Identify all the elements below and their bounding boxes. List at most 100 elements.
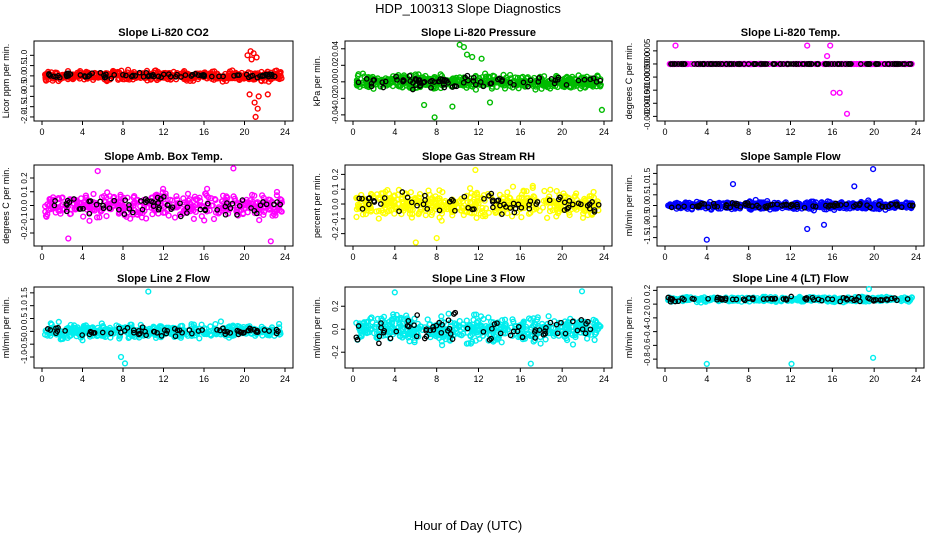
panel-4-title: Slope Amb. Box Temp. <box>104 151 223 163</box>
panel-1-black-point <box>148 73 155 79</box>
panel-8-outlier-point <box>391 289 398 296</box>
panel-4-point <box>273 188 281 196</box>
panel-8-point <box>569 341 577 348</box>
panel-2-outlier-point <box>463 51 471 58</box>
panel-2-black-point <box>472 81 479 88</box>
panel-5-outlier-point <box>433 235 440 242</box>
panel-7-xtick-label: 12 <box>158 374 168 384</box>
panel-2-point <box>354 82 361 89</box>
panel-3-frame <box>656 40 925 122</box>
panel-2-point <box>540 73 548 80</box>
panel-9-xtick-label: 0 <box>662 374 667 384</box>
panel-3-black-point <box>885 61 892 67</box>
panel-2-point <box>355 71 362 78</box>
panel-4-xtick-label: 16 <box>199 252 209 262</box>
panel-5-ytick-label: 0.2 <box>331 168 340 180</box>
panel-2-xtick-label: 20 <box>557 127 567 137</box>
panel-2-ytick-label: 0.00 <box>331 73 340 89</box>
panel-2-outlier-point <box>598 106 606 114</box>
panel-4-xtick-label: 0 <box>39 252 44 262</box>
panel-1-black-point <box>201 72 208 78</box>
panel-2-black-point <box>575 77 582 84</box>
panel-2-black-point <box>587 76 594 83</box>
panel-4-point <box>93 214 101 221</box>
panel-9-ytick-label: -0.2 <box>643 310 652 324</box>
panel-4-point <box>210 215 218 223</box>
panel-2-black-point <box>470 74 477 81</box>
panel-4-xtick-label: 12 <box>158 252 168 262</box>
panel-2-black-point <box>460 79 467 86</box>
panel-3-xtick-label: 0 <box>662 127 667 137</box>
panel-1-outlier-point <box>253 54 260 61</box>
panel-2-black-point <box>548 76 555 82</box>
panel-4-point <box>173 193 180 200</box>
panel-5-ytick-label: -0.1 <box>331 211 340 225</box>
panel-3-black-point <box>697 61 704 67</box>
panel-6-outlier-point <box>851 183 858 190</box>
panel-1-outlier-point <box>246 91 253 98</box>
panel-5-point <box>543 214 551 222</box>
panel-2-black-point <box>563 82 570 88</box>
panel-1-black-point <box>182 72 189 78</box>
panel-3-outlier-point <box>836 89 843 96</box>
panel-1-ytick-label: -2.0 <box>20 110 29 124</box>
panel-1-black-point <box>136 69 143 76</box>
panel-4-xtick-label: 4 <box>80 252 85 262</box>
panel-9-ytick-label: 0.2 <box>643 284 652 296</box>
panel-5-ytick-label: 0.0 <box>331 198 340 210</box>
panel-2-black-point <box>393 73 399 80</box>
panel-4-point <box>256 217 263 224</box>
panel-4-point <box>233 208 240 215</box>
panel-5-xtick-label: 16 <box>515 252 525 262</box>
panel-2-point <box>396 83 403 90</box>
panel-5-outlier-point <box>472 166 479 174</box>
panel-2-ytick-label: -0.02 <box>331 89 340 108</box>
panel-2-title: Slope Li-820 Pressure <box>421 27 536 39</box>
panel-1-black-point <box>108 75 115 82</box>
panel-5-point <box>407 189 415 196</box>
panel-1-black-point <box>132 73 139 79</box>
panel-2-outlier-point <box>469 53 476 61</box>
panel-1-ytick-label: -1.0 <box>20 89 29 103</box>
panel-1-black-point <box>236 72 242 78</box>
panel-2-black-point <box>590 75 597 82</box>
panel-4-point <box>172 204 180 211</box>
panel-1-black-point <box>120 71 126 78</box>
panel-7-outlier-point <box>121 360 129 367</box>
panel-2-black-point <box>441 84 448 91</box>
panel-5-xtick-label: 24 <box>599 252 609 262</box>
panel-3-black-point <box>668 61 674 67</box>
panel-3-point <box>812 60 819 68</box>
panel-9-ytick-label: 0.0 <box>643 298 652 310</box>
panel-5-xtick-label: 0 <box>350 252 355 262</box>
panel-6-title: Slope Sample Flow <box>740 151 841 163</box>
panel-3-black-point <box>831 61 838 67</box>
panel-8-black-point <box>376 340 382 347</box>
panel-9-xtick-label: 4 <box>704 374 709 384</box>
panel-7-outlier-point <box>117 353 125 361</box>
panel-1-black-point <box>198 72 204 79</box>
panel-1-black-point <box>97 69 104 76</box>
panel-1-black-point <box>259 72 266 79</box>
panel-2-point <box>514 79 521 86</box>
panel-1-black-point <box>243 71 250 78</box>
panel-1-outlier-point <box>244 52 251 59</box>
panel-7-ytick-label: -0.5 <box>20 337 29 351</box>
panel-9-outlier-point <box>869 354 877 361</box>
panel-2-black-point <box>470 78 477 84</box>
panel-4-outlier-point <box>267 238 274 245</box>
panel-4-point <box>165 212 172 219</box>
panel-4-xtick-label: 8 <box>120 252 125 262</box>
panel-3-point <box>855 60 863 68</box>
panel-7-xtick-label: 24 <box>280 374 290 384</box>
panel-1-black-point <box>158 74 165 81</box>
panel-1-black-point <box>89 70 95 77</box>
panel-3-black-point <box>825 61 832 67</box>
panel-7-ytick-label: 0.5 <box>20 312 29 324</box>
panel-4-outlier-point <box>230 165 237 172</box>
panel-2-black-point <box>363 76 370 82</box>
panel-1-point <box>228 71 235 78</box>
panel-1-black-point <box>129 72 136 79</box>
panel-5-outlier-point <box>412 239 419 246</box>
panel-2-black-point <box>536 75 542 81</box>
